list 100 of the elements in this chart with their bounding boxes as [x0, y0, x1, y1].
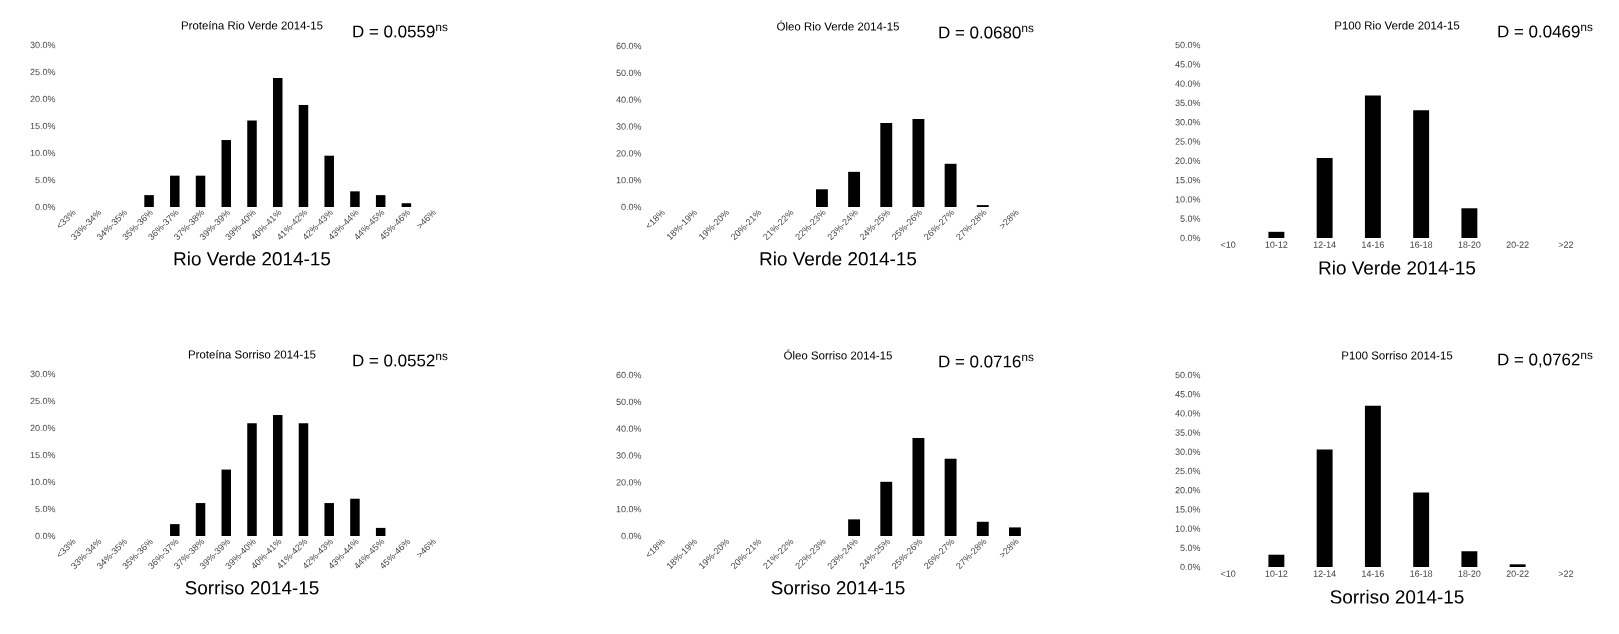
y-tick-label: 45.0%	[1175, 391, 1201, 398]
y-tick-label: 10.0%	[616, 505, 642, 513]
x-tick-label: 10-12	[1265, 570, 1288, 577]
text: D = 0,0762$^{ns}$	[1498, 352, 1593, 368]
x-tick-label: 20-22	[1506, 241, 1529, 248]
chart-title: P100 Rio Verde 2014-15	[1335, 21, 1460, 30]
y-tick-label: 20.0%	[1175, 157, 1201, 164]
y-tick-label: 40.0%	[1175, 80, 1201, 87]
y-tick-label: 0.0%	[621, 532, 642, 540]
bar	[976, 521, 989, 536]
y-tick-label: 10.0%	[616, 176, 642, 184]
bar	[1364, 95, 1381, 238]
text: D = 0.0559$^{ns}$	[353, 24, 448, 38]
x-axis-title: Rio Verde 2014-15	[1319, 260, 1476, 275]
y-tick-label: 60.0%	[616, 42, 642, 50]
y-tick-label: 5.0%	[35, 505, 56, 513]
x-tick-label: 14-16	[1362, 241, 1384, 248]
bar	[247, 423, 257, 536]
y-tick-label: 30.0%	[30, 370, 56, 378]
x-tick-label: <10	[1220, 570, 1236, 577]
y-tick-label: 10.0%	[1175, 525, 1201, 532]
x-axis-title: Rio Verde 2014-15	[760, 251, 917, 266]
y-tick-label: 15.0%	[30, 122, 56, 130]
y-tick-label: 20.0%	[1175, 487, 1201, 494]
text: D = 0.0680$^{ns}$	[939, 25, 1034, 39]
x-axis-title: Sorriso 2014-15	[771, 580, 905, 595]
bar	[170, 175, 180, 207]
y-tick-label: 5.0%	[35, 176, 56, 184]
x-tick-label: >22	[1558, 570, 1574, 577]
y-tick-label: 0.0%	[1180, 234, 1201, 242]
x-axis-title: Sorriso 2014-15	[1330, 589, 1464, 604]
bar	[912, 438, 925, 536]
bar	[944, 458, 957, 536]
y-tick-label: 30.0%	[616, 452, 642, 459]
y-tick-label: 30.0%	[616, 123, 642, 130]
bar	[298, 423, 309, 536]
y-tick-label: 30.0%	[1175, 119, 1201, 126]
bar	[1316, 449, 1333, 567]
bar	[1461, 208, 1478, 238]
x-tick-label: 18-20	[1458, 570, 1481, 577]
x-tick-label: 16-18	[1410, 570, 1433, 577]
bar	[1413, 492, 1430, 567]
x-tick-label: >22	[1558, 241, 1574, 248]
y-tick-label: 20.0%	[616, 479, 642, 486]
bar	[1268, 231, 1285, 238]
bar	[247, 120, 257, 207]
bar	[401, 203, 412, 207]
bar	[944, 163, 957, 207]
bar	[1364, 405, 1381, 567]
bar	[170, 524, 180, 536]
bar	[1008, 527, 1021, 536]
bar	[1316, 158, 1333, 238]
chart-title: Óleo Sorriso 2014-15	[784, 349, 892, 360]
y-tick-label: 0.0%	[35, 532, 56, 540]
y-tick-label: 0.0%	[1180, 563, 1201, 571]
bar	[195, 503, 206, 536]
y-tick-label: 25.0%	[30, 397, 56, 405]
text: D = 0.0469$^{ns}$	[1498, 24, 1593, 38]
y-tick-label: 40.0%	[616, 96, 642, 103]
x-tick-label: 16-18	[1410, 241, 1433, 248]
y-tick-label: 35.0%	[1175, 99, 1201, 107]
bar	[324, 155, 334, 207]
x-axis-title: Sorriso 2014-15	[185, 580, 319, 595]
bar	[272, 77, 283, 207]
y-tick-label: 25.0%	[1175, 138, 1201, 145]
chart-title: Proteína Sorriso 2014-15	[188, 349, 316, 359]
y-tick-label: 10.0%	[1175, 196, 1201, 203]
y-tick-label: 15.0%	[1175, 506, 1201, 513]
text: D = 0.0716$^{ns}$	[939, 354, 1034, 368]
y-tick-label: 10.0%	[30, 149, 56, 157]
y-tick-label: 5.0%	[1180, 544, 1201, 551]
y-tick-label: 30.0%	[1175, 448, 1201, 455]
x-tick-label: <10	[1220, 241, 1236, 248]
y-tick-label: 15.0%	[30, 451, 56, 459]
y-tick-label: 45.0%	[1175, 61, 1201, 68]
bar	[375, 195, 386, 207]
bar	[880, 481, 893, 536]
y-tick-label: 5.0%	[1180, 215, 1201, 222]
bar	[815, 189, 828, 207]
y-tick-label: 0.0%	[621, 203, 642, 211]
y-tick-label: 30.0%	[30, 41, 56, 49]
x-axis-title: Rio Verde 2014-15	[174, 251, 331, 266]
bar	[144, 195, 154, 207]
x-tick-label: 18-20	[1458, 241, 1481, 248]
chart-title: P100 Sorriso 2014-15	[1342, 351, 1453, 360]
y-tick-label: 60.0%	[616, 371, 642, 379]
bar	[1268, 554, 1285, 567]
bar	[848, 171, 861, 207]
text: D = 0.0552$^{ns}$	[353, 353, 448, 367]
x-tick-label: 14-16	[1362, 570, 1384, 577]
y-tick-label: 25.0%	[1175, 467, 1201, 475]
y-tick-label: 40.0%	[616, 425, 642, 432]
y-tick-label: 50.0%	[616, 398, 642, 406]
y-tick-label: 15.0%	[1175, 176, 1201, 184]
x-tick-label: 10-12	[1265, 241, 1288, 248]
bar	[375, 527, 386, 536]
bar	[1413, 110, 1430, 238]
bar	[350, 191, 360, 207]
bar	[324, 503, 334, 536]
y-tick-label: 50.0%	[1175, 371, 1201, 379]
